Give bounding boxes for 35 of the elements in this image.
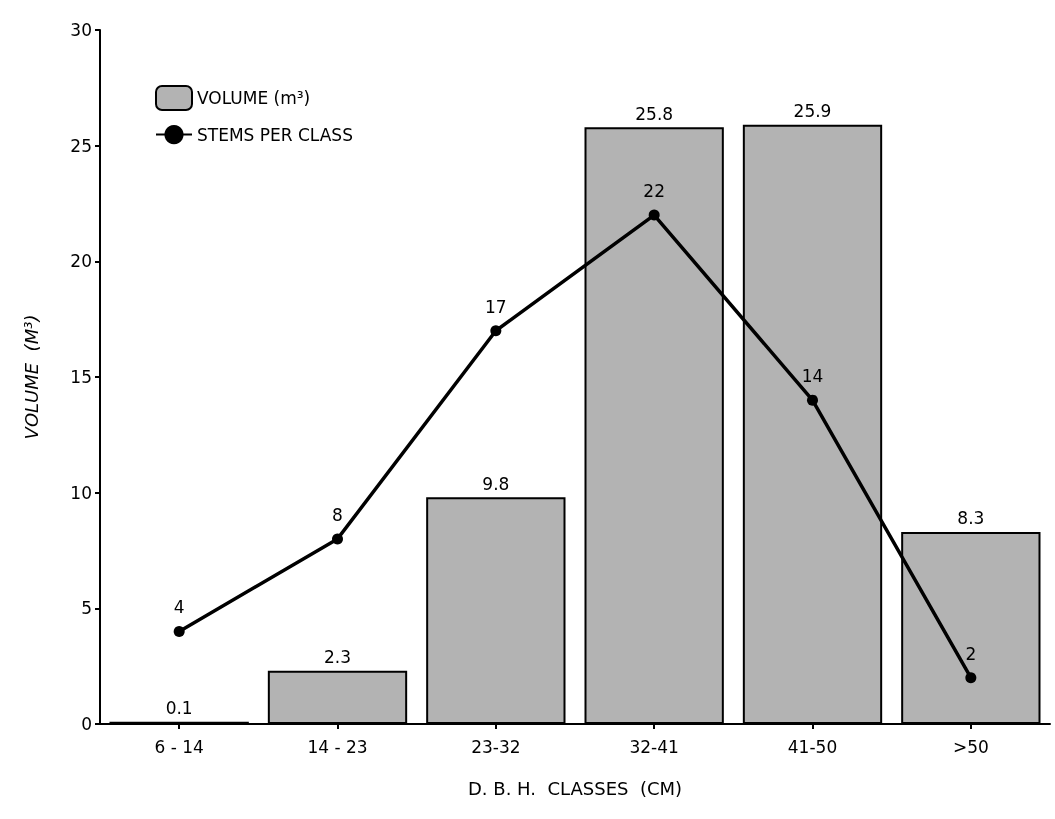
data-label: 0.1 bbox=[165, 698, 193, 719]
y-axis-title: VOLUME (M³) bbox=[20, 314, 42, 440]
x-tick-label: 23-32 bbox=[471, 736, 521, 757]
point bbox=[965, 672, 977, 684]
x-tick-label: 6 - 14 bbox=[154, 736, 204, 757]
data-label: 8.3 bbox=[957, 508, 985, 529]
x-tick-label: 41-50 bbox=[787, 736, 838, 757]
y-tick-label: 25 bbox=[70, 135, 92, 156]
y-tick-label: 0 bbox=[81, 714, 92, 734]
y-tick-label: 10 bbox=[70, 482, 92, 503]
data-label: 9.8 bbox=[482, 473, 510, 494]
y-tick-label: 20 bbox=[70, 251, 92, 272]
x-tick-label: >50 bbox=[952, 736, 989, 757]
data-label: 8 bbox=[332, 504, 343, 525]
data-label: 2.3 bbox=[323, 647, 352, 668]
point bbox=[807, 394, 818, 406]
y-tick-label: 30 bbox=[70, 20, 92, 40]
legend-label: VOLUME (m³) bbox=[197, 88, 311, 108]
point bbox=[648, 209, 660, 221]
x-tick-label: 14 - 23 bbox=[307, 736, 368, 757]
data-label: 17 bbox=[485, 296, 507, 317]
point bbox=[332, 533, 343, 545]
data-label: 25.9 bbox=[793, 101, 832, 122]
legend-label: STEMS PER CLASS bbox=[197, 124, 353, 145]
data-label: 14 bbox=[801, 366, 824, 387]
point bbox=[173, 625, 185, 637]
data-label: 2 bbox=[965, 643, 977, 664]
data-label: 4 bbox=[173, 597, 185, 618]
y-tick-label: 5 bbox=[81, 598, 92, 619]
data-label: 22 bbox=[643, 181, 665, 202]
x-axis-title: D. B. H. CLASSES (CM) bbox=[467, 777, 683, 799]
x-tick-label: 32-41 bbox=[629, 736, 679, 757]
point bbox=[490, 325, 502, 337]
data-label: 25.8 bbox=[635, 103, 674, 124]
y-tick-label: 15 bbox=[70, 367, 92, 387]
